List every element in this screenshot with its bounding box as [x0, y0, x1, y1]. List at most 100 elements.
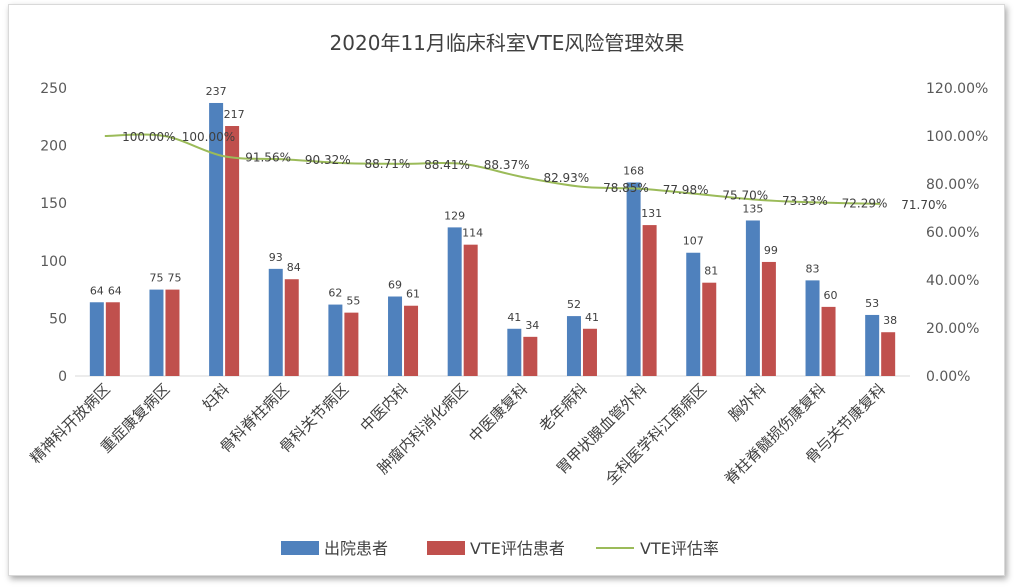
- bar-vte-assessed: [642, 225, 657, 376]
- data-label-discharged: 41: [507, 311, 521, 324]
- data-label-vte-assessed: 38: [883, 314, 897, 327]
- data-label-vte-assessed: 114: [462, 227, 483, 240]
- bar-vte-assessed: [284, 279, 299, 376]
- y-left-tick-label: 150: [40, 196, 67, 212]
- bar-vte-assessed: [761, 261, 776, 376]
- bar-vte-assessed: [523, 336, 538, 376]
- bar-discharged: [89, 302, 104, 376]
- bar-vte-assessed: [105, 302, 120, 376]
- data-label-discharged: 64: [90, 284, 104, 297]
- legend-label-discharged: 出院患者: [324, 539, 388, 558]
- category-label: 中医内科: [357, 380, 412, 435]
- category-label: 脊柱脊髓损伤康复科: [721, 380, 829, 488]
- rate-line: [104, 133, 881, 205]
- data-label-discharged: 52: [567, 298, 581, 311]
- data-label-rate: 100.00%: [122, 130, 175, 144]
- legend-swatch-vte-assessed: [427, 541, 465, 555]
- y-right-tick-label: 20.00%: [926, 321, 979, 337]
- data-label-vte-assessed: 61: [406, 288, 420, 301]
- data-label-rate: 77.98%: [663, 183, 709, 197]
- data-label-discharged: 135: [742, 202, 763, 215]
- bar-discharged: [268, 268, 283, 376]
- bar-discharged: [805, 280, 820, 376]
- data-label-vte-assessed: 81: [704, 265, 718, 278]
- category-label: 精神科开放病区: [27, 380, 114, 467]
- data-label-discharged: 69: [388, 279, 402, 292]
- legend-swatch-discharged: [281, 541, 319, 555]
- y-left-tick-label: 100: [40, 254, 67, 270]
- bar-vte-assessed: [344, 312, 359, 376]
- data-label-rate: 88.41%: [424, 158, 470, 172]
- y-left-tick-label: 50: [49, 311, 67, 327]
- category-label: 老年病科: [536, 380, 591, 435]
- bar-discharged: [626, 182, 641, 376]
- data-label-rate: 72.29%: [842, 197, 888, 211]
- bar-discharged: [865, 314, 880, 376]
- y-right-tick-label: 100.00%: [926, 129, 988, 145]
- bar-discharged: [745, 220, 760, 376]
- data-label-vte-assessed: 60: [824, 289, 838, 302]
- data-label-rate: 73.33%: [782, 194, 828, 208]
- line-series: [104, 133, 881, 205]
- bar-discharged: [566, 316, 581, 376]
- data-label-vte-assessed: 99: [764, 244, 778, 257]
- data-label-vte-assessed: 34: [525, 319, 539, 332]
- data-label-discharged: 83: [806, 262, 820, 275]
- chart-title: 2020年11月临床科室VTE风险管理效果: [330, 31, 685, 55]
- data-label-rate: 71.70%: [901, 198, 947, 212]
- data-label-rate: 100.00%: [182, 130, 235, 144]
- legend: 出院患者 VTE评估患者 VTE评估率: [281, 539, 719, 558]
- data-label-rate: 91.56%: [245, 150, 291, 164]
- bar-vte-assessed: [582, 328, 597, 376]
- data-label-discharged: 75: [149, 272, 163, 285]
- y-right-tick-label: 40.00%: [926, 273, 979, 289]
- bar-vte-assessed: [702, 282, 717, 376]
- data-label-discharged: 107: [683, 235, 704, 248]
- data-label-vte-assessed: 75: [167, 272, 181, 285]
- y-right-tick-label: 0.00%: [926, 369, 970, 385]
- bar-discharged: [447, 227, 462, 376]
- data-label-vte-assessed: 64: [108, 284, 122, 297]
- data-label-discharged: 129: [444, 209, 465, 222]
- category-label: 妇科: [199, 380, 233, 414]
- y-right-tick-label: 60.00%: [926, 225, 979, 241]
- data-label-discharged: 53: [865, 297, 879, 310]
- bar-discharged: [507, 328, 522, 376]
- bar-vte-assessed: [404, 305, 419, 376]
- data-label-rate: 75.70%: [722, 188, 768, 202]
- data-label-discharged: 168: [623, 164, 644, 177]
- data-label-vte-assessed: 131: [641, 207, 662, 220]
- data-label-rate: 88.37%: [484, 158, 530, 172]
- y-right-tick-label: 120.00%: [926, 81, 988, 97]
- category-label: 胸外科: [725, 380, 770, 425]
- bar-discharged: [388, 296, 403, 376]
- data-label-vte-assessed: 84: [287, 261, 301, 274]
- y-left-tick-label: 250: [40, 81, 67, 97]
- data-label-discharged: 237: [206, 85, 227, 98]
- data-label-rate: 88.71%: [365, 157, 411, 171]
- legend-label-vte-assessed: VTE评估患者: [470, 539, 565, 558]
- bar-discharged: [686, 252, 701, 376]
- data-labels: 64 64 75 75 237 217 93 84 62 55 69 61 129 114 41 34 52 41…: [90, 85, 947, 332]
- bar-vte-assessed: [225, 126, 240, 377]
- legend-label-rate: VTE评估率: [640, 539, 719, 558]
- category-label: 全科医学科江南病区: [602, 380, 710, 488]
- y-right-tick-label: 80.00%: [926, 177, 979, 193]
- data-label-rate: 78.85%: [603, 181, 649, 195]
- data-label-discharged: 62: [328, 287, 342, 300]
- y-left-tick-label: 0: [58, 369, 67, 385]
- bar-discharged: [328, 304, 343, 376]
- y-left-tick-label: 200: [40, 139, 67, 155]
- category-label: 中医康复科: [465, 380, 531, 446]
- data-label-vte-assessed: 55: [346, 295, 360, 308]
- bar-discharged: [209, 102, 224, 376]
- bar-discharged: [149, 289, 164, 376]
- bar-vte-assessed: [881, 332, 896, 376]
- data-label-discharged: 93: [269, 251, 283, 264]
- data-label-rate: 90.32%: [305, 153, 351, 167]
- bar-vte-assessed: [463, 244, 478, 376]
- data-label-rate: 82.93%: [543, 171, 589, 185]
- bar-vte-assessed: [165, 289, 180, 376]
